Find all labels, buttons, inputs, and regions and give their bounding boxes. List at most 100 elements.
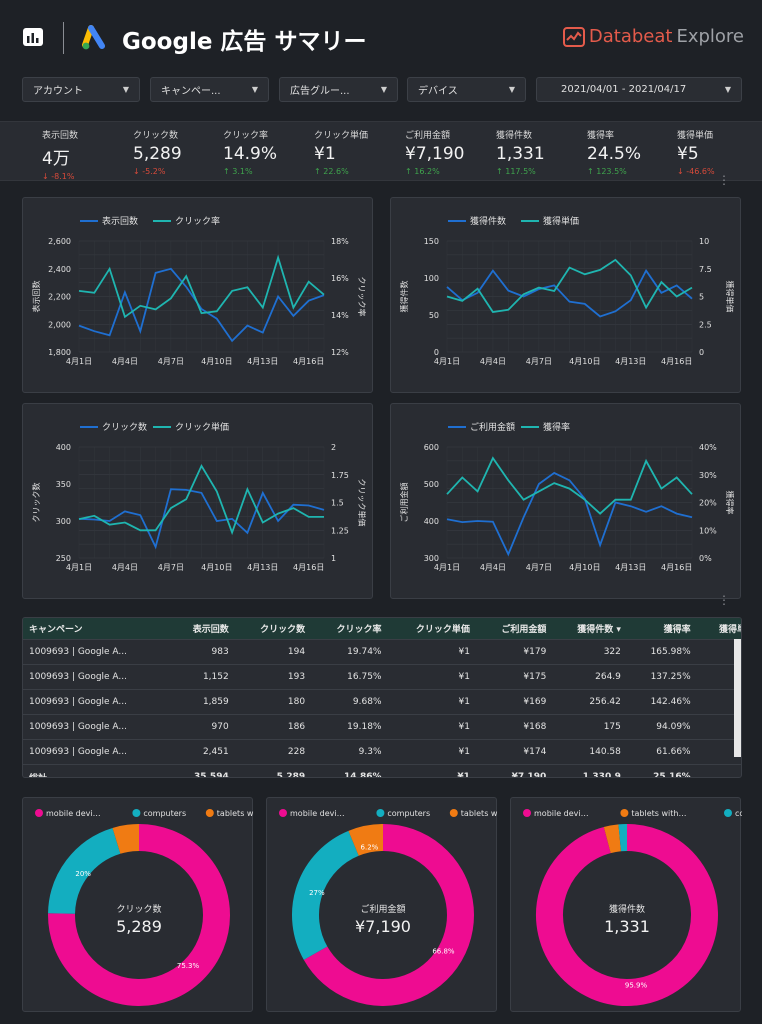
trend-arrow-icon: ↓ [42,172,52,181]
table-cell: 19.74% [311,639,388,665]
kpi-label: 獲得件数 [496,131,533,141]
y-tick-label: 500 [424,480,439,489]
donut-slice [536,824,718,1006]
filter-label: 広告グルー... [290,86,350,97]
table-row[interactable]: 1009693 | Google A... 2,451 228 9.3% ¥1 ¥174 1… [23,739,741,765]
kpi-card: 獲得単価 ¥5 ↓ -46.6% [677,128,762,176]
table-cell: 1,152 [170,664,235,690]
table-scrollbar[interactable] [734,639,741,757]
table-cell: 186 [234,714,312,740]
donut-chart-conversions: mobile devi… tablets with… computers 95.9% 獲… [523,809,762,1006]
page-title: Google 広告 サマリー [122,29,367,55]
y-axis-title: ご利用金額 [399,483,409,523]
kpi-change-value: -8.1% [51,172,75,181]
brand-chart-icon [562,26,585,47]
column-header[interactable]: クリック数 [234,618,312,640]
table-row[interactable]: 1009693 | Google A... 970 186 19.18% ¥1 ¥168 1… [23,714,741,740]
table-cell: ¥1 [387,714,476,740]
y-tick-label: 350 [56,480,71,489]
chart-legend: 獲得件数 獲得単価 [448,215,579,227]
filter-device[interactable]: デバイス ▼ [407,77,526,102]
y-tick-label: 600 [424,443,439,452]
y-axis-title: クリック数 [31,483,41,523]
y-tick-label: 400 [56,443,71,452]
table-cell: ¥1 [387,689,476,715]
table-row[interactable]: 1009693 | Google A... 1,152 193 16.75% ¥1 ¥17… [23,664,741,690]
x-tick-label: 4月13日 [615,563,646,572]
table-cell: ¥179 [475,639,553,665]
kpi-value: 24.5% [587,144,642,164]
legend-label: 表示回数 [102,215,138,227]
column-header[interactable]: 獲得単価 [696,618,741,640]
y2-tick-label: 7.5 [699,265,712,274]
donut-value: ¥7,190 [355,917,411,936]
y2-tick-label: 0% [699,554,712,563]
table-row[interactable]: 1009693 | Google A... 983 194 19.74% ¥1 ¥179 3… [23,639,741,665]
legend-swatch [279,809,287,817]
trend-arrow-icon: ↑ [314,167,324,176]
y2-tick-label: 5 [699,293,704,302]
column-header[interactable]: クリック単価 [387,618,476,640]
table-cell: 194 [234,639,312,665]
google-ads-logo-icon [82,25,108,51]
kpi-card: クリック率 14.9% ↑ 3.1% [223,128,311,176]
chart-legend: mobile devi… computers tablets with… [35,809,272,818]
filter-ad-group[interactable]: 広告グルー... ▼ [279,77,398,102]
table-cell: 2,451 [170,739,235,765]
kpi-label: 獲得単価 [677,131,714,141]
y-tick-label: 50 [429,311,439,320]
y-tick-label: 100 [424,274,439,283]
donut-value: 5,289 [116,917,162,936]
y2-tick-label: 16% [331,274,349,283]
table-cell: 9.3% [311,739,388,765]
y-tick-label: 2,200 [48,293,71,302]
chart-legend: ご利用金額 獲得率 [448,421,570,433]
table-cell: ¥1 [387,664,476,690]
legend-label: 獲得率 [543,421,570,433]
slice-label: 20% [75,870,91,878]
kpi-value: 4万 [42,149,70,169]
legend-swatch [132,809,141,817]
table-cell: 175 [552,714,627,740]
y2-tick-label: 1.5 [331,499,344,508]
kpi-label: クリック率 [223,131,269,141]
table-cell: 14.86% [311,764,388,777]
column-header[interactable]: キャンペーン [23,618,171,640]
line-chart-impressions-ctr: 表示回数 クリック率1,8002,0002,2002,4002,60012%14%… [31,215,367,366]
donut-title: ご利用金額 [360,903,405,915]
y-tick-label: 0 [434,348,439,357]
filter-account[interactable]: アカウント ▼ [22,77,140,102]
table-cell: 193 [234,664,312,690]
more-options-icon[interactable]: ⋮ [718,593,730,607]
date-range-picker[interactable]: 2021/04/01 - 2021/04/17 ▼ [536,77,742,102]
column-header[interactable]: 獲得件数 ▾ [552,618,627,640]
column-header[interactable]: 表示回数 [170,618,235,640]
kpi-change-value: 22.6% [323,167,349,176]
column-header[interactable]: 獲得率 [626,618,697,640]
more-options-icon[interactable]: ⋮ [718,173,730,187]
header-divider [63,22,64,54]
donut-slice [48,827,121,915]
kpi-change-value: 16.2% [414,167,440,176]
column-header[interactable]: クリック率 [311,618,388,640]
x-tick-label: 4月7日 [158,357,184,366]
series-line-1 [78,267,325,343]
column-header[interactable]: ご利用金額 [475,618,553,640]
filter-campaign[interactable]: キャンペー... ▼ [150,77,269,102]
chart-impressions-ctr: 表示回数 クリック率 1,800 2,000 2,200 2,400 2,600 12% 14%… [22,197,373,393]
series-line-1 [78,488,325,550]
x-tick-label: 4月16日 [661,357,692,366]
trend-arrow-icon: ↑ [587,167,597,176]
chart-cost-cvr: ご利用金額 獲得率 300 400 500 600 0% 10% 20% 30% 40% ご利用金額獲… [390,403,741,599]
legend-label: ご利用金額 [470,421,515,433]
x-tick-label: 4月4日 [112,357,138,366]
legend-label: mobile devi… [46,809,101,818]
table-row[interactable]: 1009693 | Google A... 1,859 180 9.68% ¥1 ¥169… [23,689,741,715]
kpi-card: クリック単価 ¥1 ↑ 22.6% [314,128,402,176]
y2-tick-label: 2.5 [699,320,712,329]
legend-label: tablets with… [631,809,686,818]
legend-label: クリック率 [175,215,220,227]
x-tick-label: 4月10日 [569,563,600,572]
table-cell: 165.98% [626,639,697,665]
x-tick-label: 4月4日 [480,563,506,572]
